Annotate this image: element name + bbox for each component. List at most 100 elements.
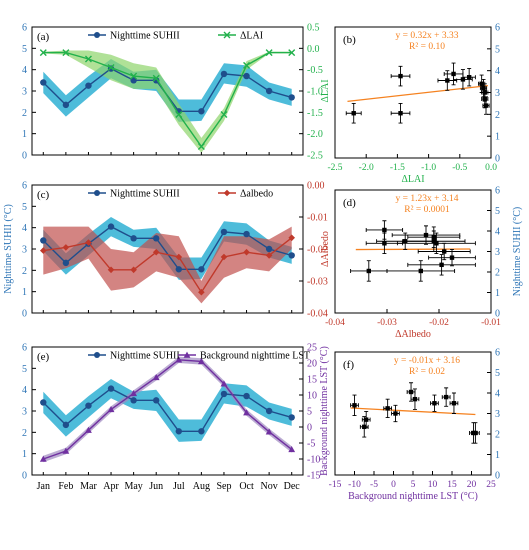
data-point-suhii — [265, 245, 273, 253]
legend-marker-suhii — [94, 352, 100, 358]
data-point-suhii — [153, 235, 160, 242]
panel-c: 0 1 2 3 4 5 6 -0.04 -0.03 -0.02 -0.01 0.00 Nighttime… — [3, 181, 331, 320]
tick-label-left: 1 — [22, 449, 27, 460]
tick-label-x: 5 — [411, 480, 416, 490]
tick-label-left: 5 — [22, 364, 27, 375]
panel-f: 0 1 2 3 4 5 6 -15 -10 -5 0 5 10 15 20 25 Background nigh… — [329, 348, 500, 503]
ylabel-left: Nighttime SUHII (°C) — [3, 204, 14, 294]
tick-label-x: 0.0 — [485, 163, 497, 173]
tick-label-left: 0 — [22, 471, 27, 482]
tick-label-right: 0.00 — [307, 181, 325, 192]
panel-d: 0 1 2 3 4 5 6 -0.04 -0.03 -0.02 -0.01 ΔAlbedo Nightt… — [325, 186, 523, 341]
data-point-secondary — [288, 49, 296, 57]
data-point-suhii — [288, 94, 295, 101]
data-point-secondary — [175, 356, 183, 363]
tick-label-left: 4 — [22, 65, 27, 76]
legend-label: Nighttime SUHII — [110, 189, 180, 200]
series-line-secondary — [43, 359, 293, 460]
panel-label: (c) — [37, 189, 50, 201]
month-label: Jan — [37, 481, 50, 492]
scatter-point — [352, 403, 357, 408]
data-point-secondary — [288, 234, 296, 242]
tick-label-right: -5 — [307, 439, 315, 450]
scatter-point — [451, 71, 456, 77]
scatter-point — [451, 401, 457, 406]
tick-label-y: 2 — [495, 268, 500, 279]
tick-label-right: -0.01 — [307, 213, 328, 224]
legend-marker-suhii — [94, 32, 100, 38]
tick-label-y: 4 — [495, 389, 500, 400]
tick-label-left: 3 — [22, 245, 27, 256]
scatter-point — [445, 78, 450, 83]
scatter-point — [385, 406, 390, 411]
tick-label-right: -10 — [307, 455, 320, 466]
tick-label-y: 5 — [495, 44, 500, 55]
tick-label-y: 4 — [495, 66, 500, 77]
tick-label-left: 4 — [22, 223, 27, 234]
xlabel: ΔLAI — [401, 174, 424, 185]
tick-label-left: 1 — [22, 287, 27, 298]
tick-label-right: -0.5 — [307, 65, 323, 76]
tick-label-y: 1 — [495, 288, 500, 299]
tick-label-left: 0 — [22, 151, 27, 162]
series-line-suhii — [42, 225, 292, 270]
data-point-suhii — [288, 414, 295, 421]
band-nighttime-suhii — [43, 379, 292, 442]
tick-label-x: -2.0 — [359, 163, 374, 173]
tick-label-x: -0.01 — [481, 318, 501, 328]
tick-label-x: 0 — [391, 480, 396, 490]
data-point-secondary — [265, 49, 273, 57]
month-label: Feb — [58, 481, 73, 492]
tick-label-y: 5 — [495, 368, 500, 379]
data-point-suhii — [243, 72, 250, 80]
data-point-suhii — [175, 266, 182, 273]
tick-label-right: 15 — [307, 375, 317, 386]
band--lai — [43, 50, 292, 153]
data-point-secondary — [243, 409, 250, 416]
scatter-point — [366, 268, 371, 274]
data-point-secondary — [107, 266, 115, 274]
tick-label-right: 20 — [307, 359, 317, 370]
tick-label-right: 10 — [307, 391, 317, 402]
data-point-suhii — [130, 77, 137, 84]
data-point-secondary — [265, 252, 273, 259]
xlabel: Background nighttime LST (°C) — [348, 491, 478, 502]
tick-label-left: 1 — [22, 129, 27, 140]
tick-label-x: -0.5 — [452, 163, 467, 173]
tick-label-right: -0.03 — [307, 277, 328, 288]
data-point-secondary — [243, 248, 250, 256]
scatter-point — [439, 262, 444, 268]
month-label: Oct — [239, 481, 254, 492]
scatter-point — [382, 241, 387, 246]
tick-label-x: 15 — [447, 480, 457, 490]
tick-label-right: -0.04 — [307, 309, 328, 320]
data-point-secondary — [107, 406, 115, 413]
data-point-secondary — [62, 49, 70, 57]
tick-label-left: 2 — [22, 428, 27, 439]
scatter-point — [482, 96, 487, 102]
data-point-suhii — [288, 252, 295, 259]
panel-e: 0 1 2 3 4 5 6 -15 -10 -5 0 5 10 15 20 25 Jan Feb Mar Apr May… — [22, 343, 330, 493]
scatter-point — [418, 268, 423, 274]
panel-b: 0 1 2 3 4 5 6 -2.5 -2.0 -1.5 -1.0 -0.5 0.0 ΔLAI (b) y =… — [327, 23, 500, 186]
tick-label-x: -0.03 — [377, 318, 397, 328]
legend-label: Nighttime SUHII — [110, 351, 180, 362]
tick-label-x: -0.02 — [429, 318, 449, 328]
regression-equation: y = 1.23x + 3.14 — [396, 194, 459, 204]
data-point-secondary — [130, 390, 138, 397]
tick-label-right: -1.0 — [307, 87, 323, 98]
tick-label-left: 6 — [22, 23, 27, 34]
scatter-point — [382, 227, 387, 233]
tick-label-left: 2 — [22, 108, 27, 119]
scatter-point — [408, 389, 414, 395]
tick-label-left: 5 — [22, 44, 27, 55]
data-point-suhii — [85, 402, 92, 409]
data-point-secondary — [130, 72, 138, 80]
data-point-secondary — [197, 142, 205, 150]
regression-equation: y = -0.01x + 3.16 — [394, 356, 460, 366]
tick-label-y: 4 — [495, 227, 500, 238]
xlabel: ΔAlbedo — [395, 329, 431, 340]
data-point-suhii — [265, 407, 273, 415]
data-point-secondary — [39, 49, 47, 57]
